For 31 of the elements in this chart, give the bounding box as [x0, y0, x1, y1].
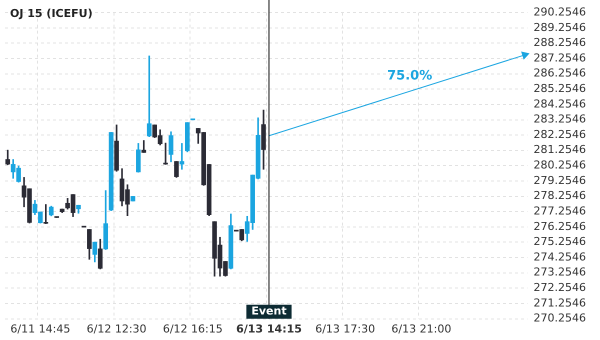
x-tick-label: 6/13 14:15	[236, 322, 302, 336]
y-tick-label: 286.2546	[534, 66, 586, 80]
y-tick-label: 277.2546	[534, 204, 586, 218]
x-tick-label: 6/12 16:15	[162, 322, 223, 336]
y-tick-label: 283.2546	[534, 112, 586, 126]
x-tick-label: 6/11 14:45	[10, 322, 70, 336]
y-tick-label: 282.2546	[534, 128, 586, 141]
y-tick-label: 289.2546	[534, 20, 586, 34]
y-tick-label: 284.2546	[534, 97, 586, 110]
y-tick-label: 290.2546	[534, 5, 586, 18]
y-tick-label: 270.2546	[534, 312, 586, 325]
y-tick-label: 274.2546	[534, 250, 586, 264]
y-tick-label: 278.2546	[534, 189, 586, 202]
candlestick	[163, 142, 168, 165]
ref-line-label: Event	[251, 304, 287, 318]
y-tick-label: 271.2546	[534, 296, 586, 310]
x-tick-label: 6/12 12:30	[86, 322, 147, 336]
x-tick-label: 6/13 21:00	[391, 322, 452, 336]
y-tick-label: 275.2546	[534, 235, 586, 248]
annotation: 75.0%	[387, 68, 432, 84]
chart-title: OJ 15 (ICEFU)	[10, 6, 93, 20]
y-tick-label: 279.2546	[534, 174, 586, 187]
y-tick-label: 287.2546	[534, 51, 586, 64]
y-tick-label: 272.2546	[534, 281, 586, 294]
y-tick-label: 280.2546	[534, 158, 586, 172]
y-tick-label: 276.2546	[534, 220, 586, 233]
y-tick-label: 285.2546	[534, 82, 586, 96]
y-tick-label: 281.2546	[534, 143, 586, 156]
y-tick-label: 273.2546	[534, 266, 586, 279]
x-tick-label: 6/13 17:30	[315, 322, 376, 336]
y-tick-label: 288.2546	[534, 36, 586, 50]
